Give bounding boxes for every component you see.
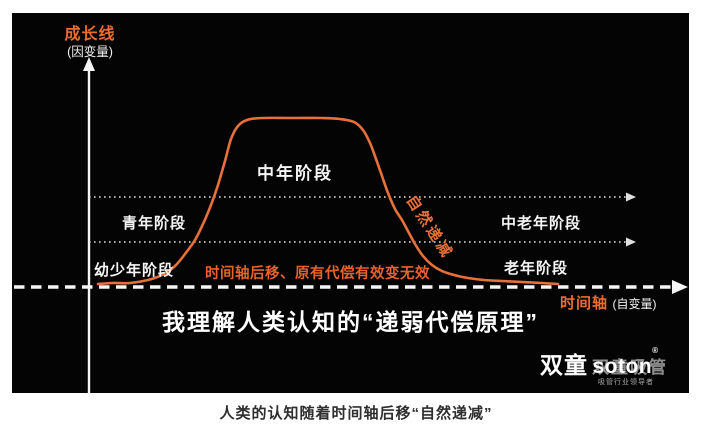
annotation-compensation: 时间轴后移、原有代偿有效变无效 xyxy=(205,266,430,282)
brand-name-cn: 双童 xyxy=(540,352,588,378)
stage-label-middle-age: 中年阶段 xyxy=(257,164,333,183)
registered-mark: ® xyxy=(652,346,659,355)
x-axis-sublabel: (自变量) xyxy=(612,297,657,311)
stage-label-youth: 青年阶段 xyxy=(122,215,187,232)
figure-caption: 人类的认知随着时间轴后移“自然递减” xyxy=(219,405,493,422)
growth-curve-plot xyxy=(14,57,688,393)
y-axis-label: 成长线 xyxy=(64,26,116,43)
brand-logo: 双童 soton® 双童吸管 xyxy=(540,346,689,380)
stage-label-middle-old-age: 中老年阶段 xyxy=(501,215,582,232)
chart-title: 我理解人类认知的“递弱代偿原理” xyxy=(162,309,539,335)
y-axis-sublabel: (因变量) xyxy=(67,45,113,59)
stage-label-old-age: 老年阶段 xyxy=(504,260,569,277)
chart-canvas: 成长线 (因变量) 幼少年阶段 青年阶段 中年阶段 中老年阶段 老年阶段 时间轴… xyxy=(12,13,689,393)
brand-watermark: 双童 soton® 双童吸管 吸管行业领导者 xyxy=(540,346,689,387)
brand-tagline: 吸管行业领导者 xyxy=(598,379,654,386)
brand-overlay-text: 双童吸管 xyxy=(592,358,668,377)
x-axis-label: 时间轴 xyxy=(560,295,609,312)
y-axis-label-block: 成长线 (因变量) xyxy=(40,25,140,61)
brand-name-en: soton xyxy=(592,355,653,378)
x-axis-label-block: 时间轴 (自变量) xyxy=(560,292,656,313)
stage-label-child: 幼少年阶段 xyxy=(94,262,175,279)
